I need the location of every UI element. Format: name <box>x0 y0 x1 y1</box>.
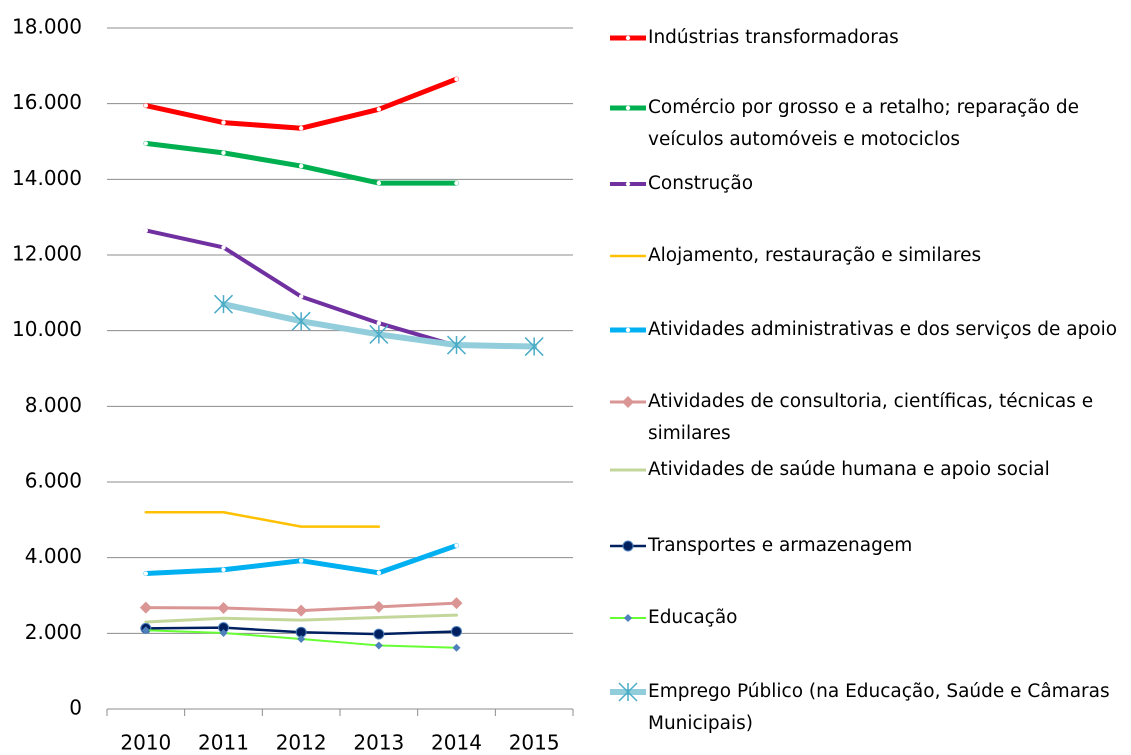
marker <box>446 335 467 355</box>
marker <box>298 558 304 563</box>
marker <box>624 614 632 622</box>
marker <box>622 540 634 552</box>
legend-key <box>610 181 646 187</box>
legend-label: Atividades de saúde humana e apoio socia… <box>648 459 1050 480</box>
marker <box>451 625 462 637</box>
marker <box>298 163 304 169</box>
marker <box>452 643 461 652</box>
marker <box>143 228 149 233</box>
legend-label: Comércio por grosso e a retalho; reparaç… <box>648 97 1080 150</box>
legend-label: Transportes e armazenagem <box>648 535 913 556</box>
marker <box>454 180 459 186</box>
y-tick-label: 12.000 <box>12 242 82 266</box>
legend-label: Atividades administrativas e dos serviço… <box>648 319 1118 340</box>
legend-label: Construção <box>648 173 754 194</box>
y-tick-label: 10.000 <box>12 317 82 341</box>
marker <box>376 320 382 326</box>
marker <box>297 635 306 644</box>
line <box>143 140 459 186</box>
x-tick-label: 2011 <box>198 731 249 755</box>
legend-key <box>610 327 646 333</box>
marker <box>221 120 226 125</box>
marker <box>221 567 226 572</box>
marker <box>454 543 459 548</box>
marker <box>298 126 304 131</box>
y-tick-label: 6.000 <box>25 469 82 493</box>
marker <box>618 682 638 702</box>
x-tick-label: 2012 <box>276 731 327 755</box>
legend-label: Alojamento, restauração e similares <box>648 245 982 266</box>
series <box>144 511 381 528</box>
marker <box>524 337 544 357</box>
series <box>143 76 459 131</box>
marker <box>369 324 389 344</box>
marker <box>622 396 634 408</box>
marker <box>143 571 149 576</box>
series <box>143 140 459 186</box>
marker <box>298 294 304 299</box>
y-tick-label: 4.000 <box>25 544 82 568</box>
marker <box>625 105 631 111</box>
y-tick-label: 16.000 <box>12 90 82 114</box>
marker <box>373 628 385 640</box>
marker <box>454 76 459 82</box>
series <box>213 294 544 357</box>
marker <box>376 107 382 112</box>
marker <box>295 604 308 617</box>
legend-label: Emprego Público (na Educação, Saúde e Câ… <box>648 681 1110 734</box>
legend-key <box>610 614 646 622</box>
legend-key <box>610 682 646 702</box>
x-tick-label: 2014 <box>431 731 482 755</box>
series <box>139 597 463 617</box>
marker <box>291 311 311 331</box>
series <box>143 228 459 348</box>
series <box>143 543 459 577</box>
legend-key <box>610 105 646 111</box>
marker <box>625 327 631 333</box>
y-tick-label: 14.000 <box>12 166 82 190</box>
y-tick-label: 18.000 <box>12 15 82 39</box>
legend-key <box>610 540 646 552</box>
marker <box>143 141 149 146</box>
legend-label: Indústrias transformadoras <box>648 27 899 48</box>
marker <box>213 294 234 314</box>
marker <box>450 597 463 610</box>
line <box>144 511 381 528</box>
series <box>144 613 458 624</box>
legend-label: Educação <box>648 607 738 628</box>
y-tick-label: 8.000 <box>25 393 82 417</box>
marker <box>625 35 631 41</box>
y-tick-label: 2.000 <box>25 620 82 644</box>
marker <box>376 180 382 186</box>
x-tick-label: 2015 <box>509 731 560 755</box>
legend-key <box>610 35 646 41</box>
marker <box>221 245 226 250</box>
marker <box>141 626 150 635</box>
y-tick-label: 0 <box>69 696 82 720</box>
marker <box>221 150 226 156</box>
marker <box>376 570 382 575</box>
marker <box>625 181 631 187</box>
marker <box>372 600 385 613</box>
legend-key <box>610 396 646 408</box>
marker <box>139 601 152 614</box>
legend-label: Atividades de consultoria, científicas, … <box>648 391 1094 444</box>
x-tick-label: 2010 <box>120 731 171 755</box>
series <box>141 626 461 652</box>
marker <box>219 628 228 637</box>
marker <box>217 601 230 614</box>
marker <box>374 641 383 650</box>
x-tick-label: 2013 <box>353 731 404 755</box>
marker <box>143 103 149 108</box>
line <box>144 613 458 624</box>
